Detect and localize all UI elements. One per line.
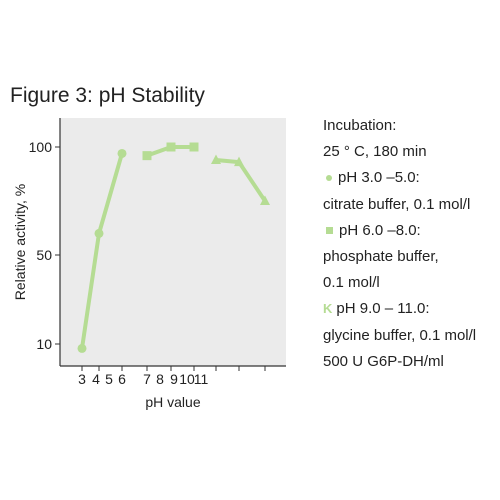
tick-marks [55, 146, 266, 371]
legend-phosphate-concentration: 0.1 mol/l [323, 274, 380, 292]
legend-glycine-buffer: glycine buffer, 0.1 mol/l [323, 326, 477, 344]
square-marker-icon [326, 227, 333, 235]
data-point-triangle-0 [211, 154, 221, 164]
x-tick-label-11: 11 [194, 371, 209, 387]
y-axis-label: Relative activity, % [12, 184, 28, 300]
y-tick-label-100: 100 [29, 139, 53, 155]
data-point-square-1 [166, 142, 176, 152]
x-tick-label-6: 6 [118, 371, 126, 387]
legend-phosphate-buffer: phosphate buffer, [323, 248, 439, 266]
data-point-circle-1 [94, 228, 104, 238]
legend-entry-citrate: pH 3.0 –5.0: [323, 165, 476, 191]
data-point-square-2 [189, 142, 199, 152]
plot-area [60, 118, 286, 366]
legend-glycine-range: pH 9.0 – 11.0: [336, 300, 430, 318]
x-tick-label-9: 9 [170, 371, 178, 387]
x-tick-label-4: 4 [92, 371, 100, 387]
x-tick-label-3: 3 [78, 371, 86, 387]
series-layer [77, 142, 270, 353]
x-tick-label-8: 8 [156, 371, 164, 387]
legend-phosphate-range: pH 6.0 –8.0: [339, 221, 421, 239]
series-square [142, 142, 199, 161]
figure-title: Figure 3: pH Stability [10, 84, 205, 107]
y-tick-label-50: 50 [36, 247, 52, 263]
triangle-marker-icon: K [323, 301, 333, 317]
data-point-circle-0 [77, 343, 87, 353]
legend-citrate-buffer: citrate buffer, 0.1 mol/l [323, 195, 471, 213]
legend-enzyme: 500 U G6P-DH/ml [323, 352, 444, 370]
x-axis-label: pH value [145, 394, 200, 410]
legend: Incubation: 25 ° C, 180 min pH 3.0 –5.0:… [323, 113, 476, 375]
legend-incubation-label: Incubation: [323, 117, 397, 134]
axes [59, 118, 286, 367]
circle-marker-icon [326, 175, 332, 182]
data-point-square-0 [142, 151, 152, 161]
series-triangle [211, 154, 270, 205]
x-tick-label-10: 10 [179, 371, 195, 387]
data-point-triangle-2 [260, 195, 270, 205]
legend-conditions: 25 ° C, 180 min [323, 143, 427, 161]
legend-citrate-range: pH 3.0 –5.0: [338, 169, 420, 187]
y-tick-label-10: 10 [36, 336, 52, 352]
series-circle [77, 148, 127, 353]
x-tick-label-5: 5 [105, 371, 113, 387]
data-point-circle-2 [117, 148, 127, 158]
legend-entry-phosphate: pH 6.0 –8.0: [323, 218, 476, 244]
data-point-triangle-1 [234, 156, 244, 167]
x-tick-label-7: 7 [143, 371, 151, 387]
